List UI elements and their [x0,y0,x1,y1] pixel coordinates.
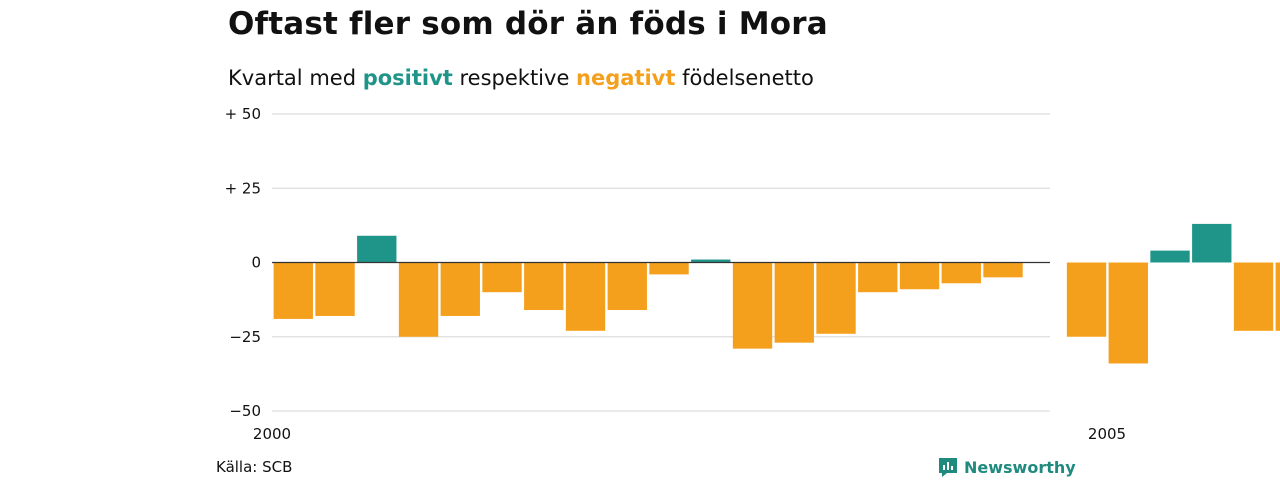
bar [1192,223,1232,263]
bar [482,262,522,293]
subtitle-suffix: födelsenetto [675,66,814,90]
bar [273,262,313,319]
subtitle-middle: respektive [452,66,577,90]
bar [899,262,940,290]
y-tick-label: 0 [251,254,261,272]
bar-chart-speech-bubble-icon [938,457,958,477]
y-tick-label: −50 [229,402,261,420]
subtitle-negative-word: negativt [576,66,676,90]
chart-subtitle: Kvartal med positivt respektive negativt… [228,66,814,90]
bar [774,262,814,343]
brand-name: Newsworthy [964,457,1076,477]
source-note: Källa: SCB [216,458,293,476]
bar [941,262,981,284]
bar [1150,250,1190,263]
bar [357,235,397,263]
bar [440,262,480,316]
bar [1233,262,1274,331]
bar [649,262,689,275]
bar [732,262,773,349]
bar [816,262,856,334]
x-tick-label: 2000 [253,425,291,443]
bar [315,262,355,316]
bar [691,259,731,263]
y-tick-label: + 25 [225,179,261,197]
chart-title: Oftast fler som dör än föds i Mora [228,6,828,42]
y-tick-label: + 50 [225,105,261,123]
bar [565,262,606,331]
bar [1275,262,1280,331]
y-tick-label: −25 [229,328,261,346]
bar [858,262,898,293]
bar [1066,262,1107,337]
x-tick-label: 2005 [1088,425,1126,443]
subtitle-positive-word: positivt [362,66,453,90]
bar [607,262,647,311]
bar [398,262,439,337]
brand-logo[interactable]: Newsworthy [938,457,1076,477]
bar [1108,262,1148,364]
subtitle-prefix: Kvartal med [228,66,363,90]
bar [983,262,1023,278]
bar [524,262,564,311]
